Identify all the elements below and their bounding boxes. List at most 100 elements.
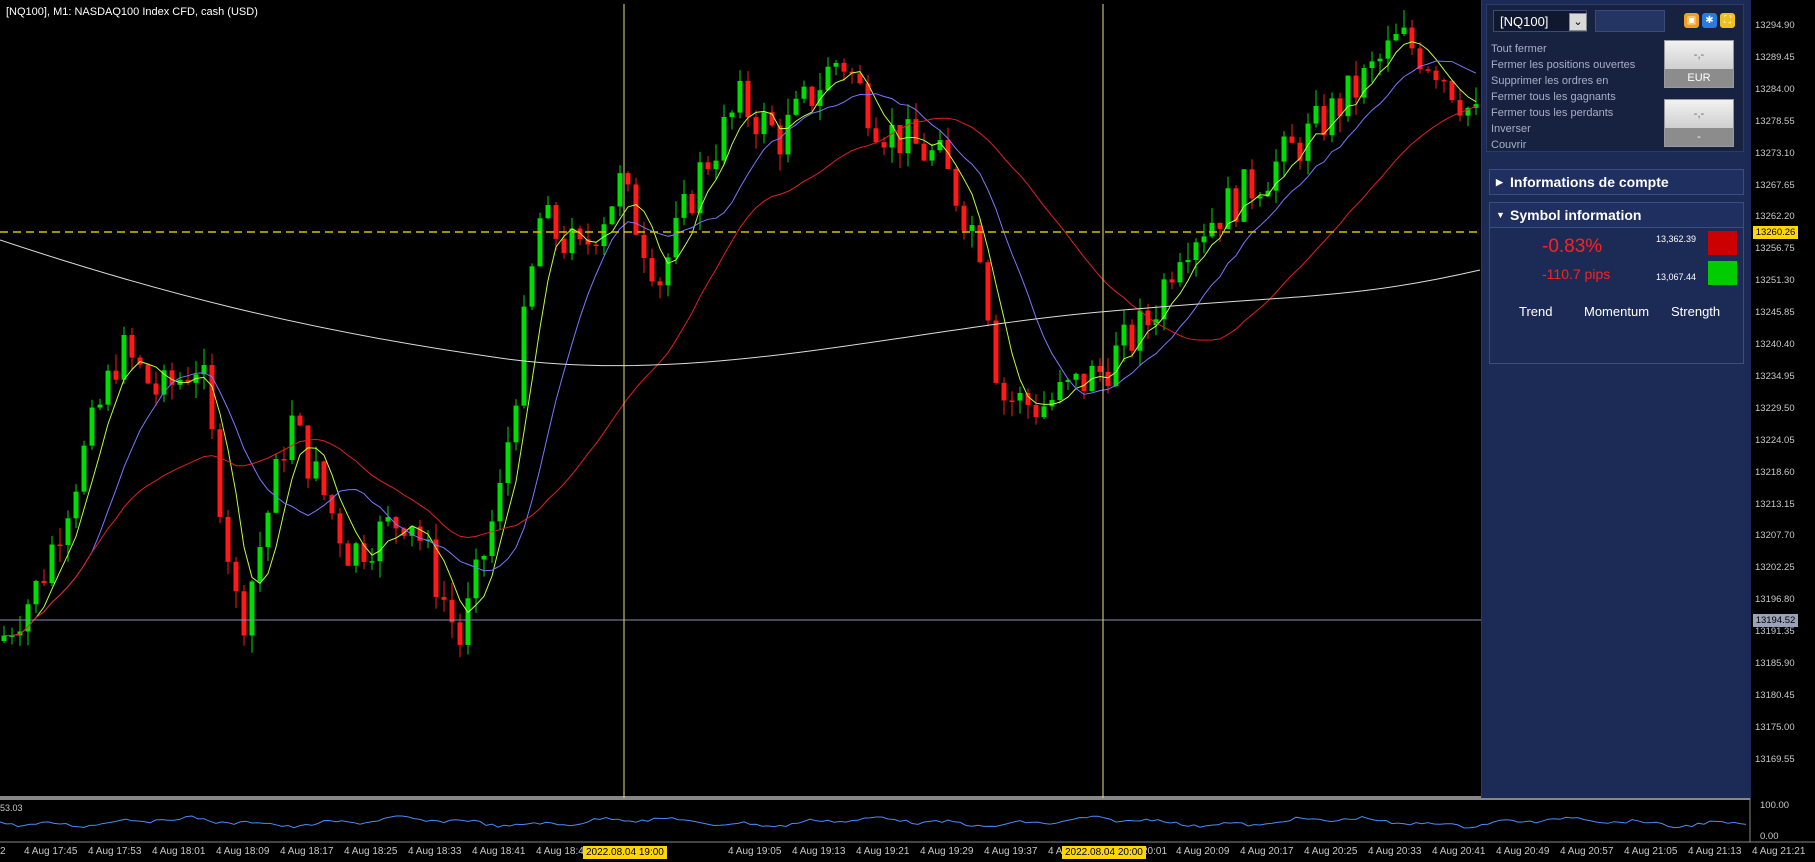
candle-body [1337,98,1343,117]
buy-position-box[interactable]: -,- EUR [1664,40,1734,88]
low-swatch [1708,261,1737,285]
candle-body [305,425,311,479]
candle-body [1441,80,1447,82]
candle-body [905,119,911,154]
candle-body [1433,70,1439,81]
candle-body [913,119,919,144]
candle-body [81,445,87,492]
candle-body [537,218,543,267]
candle-body [353,543,359,566]
symbol-select[interactable]: [NQ100] [1493,10,1587,32]
candle-body [345,543,351,566]
section-account-info[interactable]: ▶ Informations de compte [1489,169,1744,195]
candle-body [1217,222,1223,229]
candle-body [1025,392,1031,406]
candle-body [961,205,967,231]
candle-body [881,142,887,148]
candle-body [1065,379,1071,383]
time-tick-label: 4 Aug 18:01 [152,846,206,857]
candle-body [41,580,47,584]
candle-body [1193,242,1199,260]
candle-body [1249,169,1255,199]
candle-body [1353,75,1359,98]
price-tick-label: 13196.80 [1755,594,1795,606]
candle-body [1081,373,1087,392]
expand-icon[interactable]: ⛶ [1720,13,1735,28]
candle-body [209,365,215,430]
candle-body [417,526,423,541]
candle-body [737,80,743,113]
copy-icon[interactable]: ▣ [1684,13,1699,28]
candle-body [713,160,719,170]
menu-close-all[interactable]: Tout fermer [1491,43,1547,55]
candle-body [1,635,7,642]
menu-close-losers[interactable]: Fermer tous les perdants [1491,107,1614,119]
high-swatch [1708,231,1737,255]
candle-body [1305,123,1311,161]
candle-body [337,513,343,544]
menu-hedge[interactable]: Couvrir [1491,139,1527,151]
candle-body [937,140,943,151]
candle-body [993,320,999,383]
candle-body [401,528,407,536]
candle-body [369,561,375,563]
candle-body [1321,105,1327,136]
candle-body [889,124,895,148]
change-percent: -0.83% [1542,236,1603,257]
candle-body [129,335,135,358]
candle-body [1313,105,1319,124]
candle-body [529,266,535,307]
candle-body [681,194,687,218]
bid-price-tag: 13260.26 [1753,226,1798,239]
candle-body [785,114,791,155]
ma-fast-line [3,41,1477,637]
candle-body [57,544,63,547]
sell-value: -,- [1665,100,1733,128]
candle-body [289,415,295,461]
candle-body [145,364,151,384]
candle-body [569,228,575,254]
price-tick-label: 13175.00 [1755,721,1795,733]
time-tick-label: 4 Aug 21:05 [1624,846,1678,857]
price-tick-label: 13234.95 [1755,370,1795,382]
low-value: 13,067.44 [1656,272,1697,282]
chevron-down-icon[interactable]: ⌄ [1569,13,1587,31]
candle-body [1049,400,1055,407]
price-tick-label: 13207.70 [1755,530,1795,542]
candle-body [1121,324,1127,346]
time-tick-label: 4 Aug 19:21 [856,846,910,857]
menu-close-open-positions[interactable]: Fermer les positions ouvertes [1491,59,1636,71]
candle-body [817,90,823,106]
section-symbol-info[interactable]: ▼ Symbol information [1489,202,1744,228]
candle-body [49,544,55,584]
candle-body [513,405,519,443]
settings-icon[interactable]: ✱ [1702,13,1717,28]
candle-body [1017,392,1023,401]
candle-body [409,526,415,536]
candle-body [153,383,159,395]
candle-body [657,281,663,286]
candle-body [505,442,511,483]
candle-body [865,83,871,129]
time-tick-label: 4 Aug 20:33 [1368,846,1422,857]
menu-close-winners[interactable]: Fermer tous les gagnants [1491,91,1616,103]
volume-input[interactable] [1595,10,1665,32]
menu-delete-orders[interactable]: Supprimer les ordres en [1491,75,1609,87]
oscillator-line [0,815,1747,829]
trade-panel: [NQ100] ⌄ ▣ ✱ ⛶ Tout fermer Fermer les p… [1481,0,1751,798]
candle-body [1105,371,1111,386]
candle-body [929,150,935,161]
candle-body [121,335,127,380]
candle-body [585,239,591,245]
sell-position-box[interactable]: -,- - [1664,99,1734,147]
ma-slow-line [3,105,1477,637]
candle-body [841,62,847,72]
time-tick-label: 4 Aug 20:57 [1560,846,1614,857]
candle-body [465,598,471,645]
candle-body [161,370,167,395]
time-tick-label: 4 Aug 17:53 [88,846,142,857]
time-tick-label: 4 Aug 20:49 [1496,846,1550,857]
candle-body [633,184,639,235]
menu-reverse[interactable]: Inverser [1491,123,1531,135]
